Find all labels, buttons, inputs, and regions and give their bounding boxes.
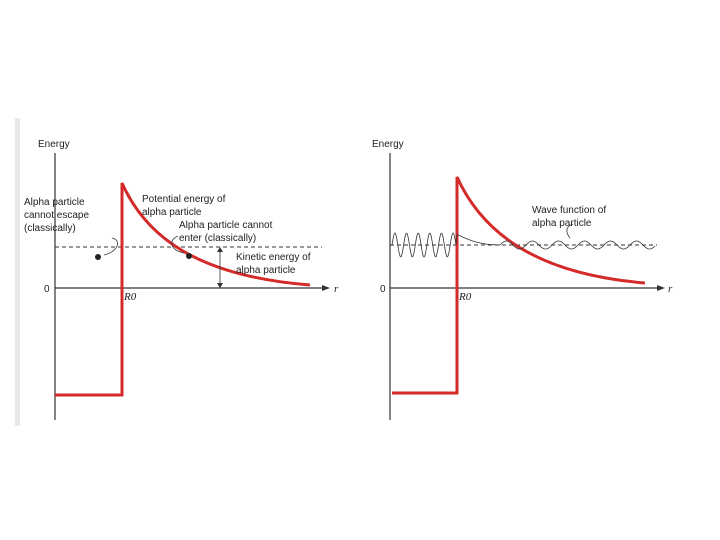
potential-curve (55, 182, 311, 397)
axis-label: Energy (38, 139, 70, 150)
label-line: alpha particle (532, 218, 592, 229)
label-line: Alpha particle (24, 197, 85, 208)
label-line: Kinetic energy of (236, 252, 311, 263)
escape-label: Alpha particle cannot escape (classicall… (24, 197, 92, 234)
label-leader (566, 223, 574, 239)
origin-label: 0 (380, 284, 386, 295)
axis-arrow (322, 285, 330, 291)
axis-arrow (657, 285, 665, 291)
potential-curve (392, 176, 646, 395)
label-line: Alpha particle cannot (179, 220, 273, 231)
scan-edge (15, 118, 20, 426)
radius-label: R0 (123, 291, 137, 303)
bounce-arrow (103, 237, 118, 256)
kinetic-label: Kinetic energy of alpha particle (236, 252, 313, 276)
left-panel: Energy r 0 R0 Alpha particle cannot esca… (24, 139, 339, 420)
label-line: cannot escape (24, 210, 89, 221)
label-line: alpha particle (236, 265, 296, 276)
wave-label: Wave function of alpha particle (532, 205, 609, 229)
particle (95, 254, 101, 260)
wave-function (391, 232, 656, 258)
label-line: (classically) (24, 223, 76, 234)
axis-label: Energy (372, 139, 404, 150)
label-line: Wave function of (532, 205, 606, 216)
potential-label: Potential energy of alpha particle (142, 194, 228, 218)
enter-label: Alpha particle cannot enter (classically… (179, 220, 275, 244)
label-line: alpha particle (142, 207, 202, 218)
r-label: r (334, 283, 339, 295)
right-panel: Energy r 0 R0 Wave function of alpha par… (372, 139, 673, 420)
r-label: r (668, 283, 673, 295)
bounce-arrow (171, 235, 185, 254)
label-line: Potential energy of (142, 194, 226, 205)
arrow-heads (217, 247, 223, 288)
label-line: enter (classically) (179, 233, 256, 244)
origin-label: 0 (44, 284, 50, 295)
radius-label: R0 (458, 291, 472, 303)
particle (186, 253, 192, 259)
